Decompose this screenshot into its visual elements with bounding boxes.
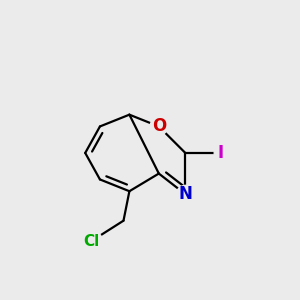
Text: O: O bbox=[152, 117, 166, 135]
Text: I: I bbox=[218, 144, 224, 162]
Circle shape bbox=[176, 185, 194, 203]
Text: N: N bbox=[178, 185, 192, 203]
Text: Cl: Cl bbox=[83, 234, 99, 249]
Circle shape bbox=[150, 118, 168, 135]
Circle shape bbox=[80, 230, 102, 253]
Circle shape bbox=[214, 146, 227, 159]
